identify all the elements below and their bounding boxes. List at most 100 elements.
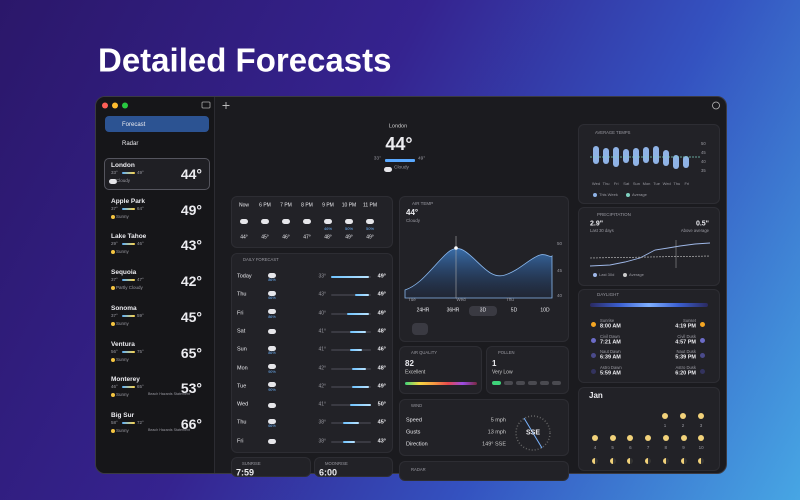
daylight-dot xyxy=(591,322,596,327)
range-button[interactable]: 36HR xyxy=(446,307,460,314)
label: 49° xyxy=(418,156,426,162)
daylight-dot xyxy=(700,368,705,374)
label: 4:19 PM xyxy=(675,323,696,330)
label: Fri xyxy=(684,181,690,186)
label: Civil Dawn xyxy=(600,333,620,339)
range-selected[interactable] xyxy=(469,306,497,316)
label: 2.9" xyxy=(590,220,604,228)
sun-icon xyxy=(111,250,115,255)
daylight-dot xyxy=(700,322,705,327)
location-temp: 49° xyxy=(180,201,202,218)
cloud-icon xyxy=(268,439,276,445)
day-name: Fri xyxy=(237,437,244,444)
range-fill xyxy=(352,367,367,370)
label: PRECIPITATION xyxy=(597,211,631,217)
label: DAYLIGHT xyxy=(597,291,620,297)
moon-icon xyxy=(680,413,686,419)
label: Beach Hazards Statement xyxy=(148,428,190,433)
label: 49° xyxy=(377,309,386,316)
label: WIND xyxy=(411,402,423,408)
label: 82 xyxy=(405,359,414,368)
range-button[interactable]: 3D xyxy=(479,307,487,314)
day-name: Mon xyxy=(237,364,248,371)
avg-temps-panel xyxy=(578,124,720,204)
air-temp-panel xyxy=(399,196,569,342)
day-name: Sat xyxy=(237,328,246,335)
label: 3 xyxy=(699,422,703,428)
pollen-panel xyxy=(486,346,569,394)
label: 65° xyxy=(137,383,144,389)
label: Sunny xyxy=(116,249,129,255)
range-button[interactable]: 24HR xyxy=(416,307,430,314)
label: 33° xyxy=(373,156,381,162)
label: 86% xyxy=(268,278,276,283)
cloud-icon xyxy=(268,418,276,424)
cloud-icon xyxy=(268,329,276,335)
day-name: Wed xyxy=(237,401,249,408)
location-temp: 53° xyxy=(180,380,202,397)
nav-item[interactable]: Forecast xyxy=(122,121,146,128)
label: 86% xyxy=(268,351,276,356)
label: Tue xyxy=(653,181,660,186)
range-fill xyxy=(349,349,362,352)
label: 1 xyxy=(492,359,497,368)
sun-icon xyxy=(111,393,115,398)
location-card[interactable] xyxy=(104,158,210,190)
range-button[interactable]: 10D xyxy=(540,307,550,314)
label: 4 xyxy=(593,444,597,450)
label: Now xyxy=(238,202,250,209)
label: 44° xyxy=(406,208,419,217)
location-name: Lake Tahoe xyxy=(111,233,147,241)
label: 10 PM xyxy=(341,202,357,209)
daylight-dot xyxy=(591,353,596,358)
label: Mon xyxy=(642,181,651,186)
moon-icon xyxy=(627,458,634,464)
metric-selected[interactable] xyxy=(412,323,428,335)
label: 40 xyxy=(701,158,706,164)
label: Sunny xyxy=(116,320,129,326)
label: 49° xyxy=(377,291,386,298)
nav-item[interactable]: Radar xyxy=(122,140,139,147)
label: 72° xyxy=(137,419,144,425)
location-temp: 42° xyxy=(180,273,202,290)
label: Beach Hazards Statement xyxy=(148,392,190,397)
pollen-dot xyxy=(492,381,501,385)
label: Sunrise xyxy=(600,317,615,323)
label: AVERAGE TEMPS xyxy=(595,129,631,135)
day-name: Tue xyxy=(237,383,247,390)
label: SSE xyxy=(525,429,541,437)
temp-range-bar xyxy=(122,386,135,389)
pollen-dot xyxy=(552,381,561,385)
label: 45° xyxy=(261,234,269,241)
label: 48° xyxy=(377,328,386,335)
range-fill xyxy=(349,404,371,407)
label: Sunny xyxy=(116,213,129,219)
sun-icon xyxy=(111,321,115,326)
label: 66% xyxy=(268,296,276,301)
pollen-dot xyxy=(516,381,525,385)
label: 37° xyxy=(111,205,118,211)
label: 4:57 PM xyxy=(675,338,696,345)
legend-dot xyxy=(593,193,597,197)
label: 45 xyxy=(557,267,563,273)
cloud-icon xyxy=(268,272,276,278)
label: Partly Cloudy xyxy=(116,284,143,290)
moon-icon xyxy=(592,458,598,464)
location-temp: 66° xyxy=(180,415,202,432)
label: 46% xyxy=(323,226,333,231)
location-temp: 44° xyxy=(180,166,202,182)
label: 48° xyxy=(377,364,386,371)
label: 5 mph xyxy=(490,417,506,424)
label: 46° xyxy=(282,234,290,241)
label: AIR TEMP xyxy=(412,200,434,206)
cloud-icon xyxy=(268,345,276,351)
sun-icon xyxy=(111,286,115,291)
range-button[interactable]: 5D xyxy=(510,307,518,314)
nav-selected[interactable] xyxy=(105,116,209,132)
daylight-dot xyxy=(591,368,596,374)
cloud-icon xyxy=(268,382,276,388)
pollen-dot xyxy=(504,381,513,385)
moon-icon xyxy=(592,435,598,441)
location-name: Sonoma xyxy=(111,304,137,312)
label: MOONRISE xyxy=(325,460,348,466)
